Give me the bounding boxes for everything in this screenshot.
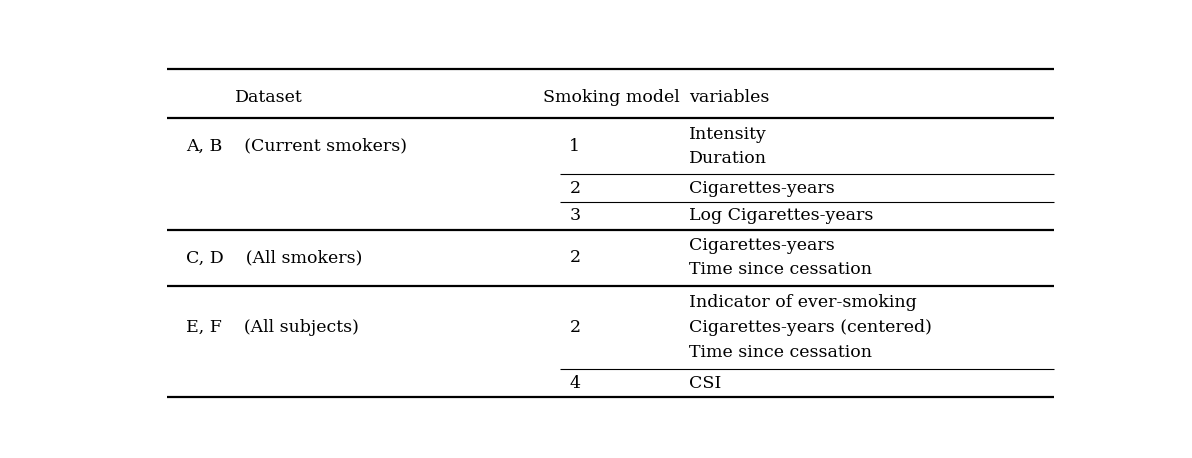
Text: 2: 2: [570, 319, 581, 336]
Text: Intensity: Intensity: [689, 125, 768, 143]
Text: CSI: CSI: [689, 375, 722, 392]
Text: A, B    (Current smokers): A, B (Current smokers): [186, 138, 406, 155]
Text: variables: variables: [689, 89, 770, 106]
Text: Smoking model: Smoking model: [542, 89, 679, 106]
Text: 2: 2: [570, 249, 581, 266]
Text: Cigarettes-years: Cigarettes-years: [689, 180, 836, 196]
Text: Log Cigarettes-years: Log Cigarettes-years: [689, 207, 874, 224]
Text: Time since cessation: Time since cessation: [689, 344, 873, 361]
Text: 1: 1: [570, 138, 581, 155]
Text: Time since cessation: Time since cessation: [689, 262, 873, 278]
Text: Dataset: Dataset: [235, 89, 303, 106]
Text: 3: 3: [570, 207, 581, 224]
Text: Cigarettes-years: Cigarettes-years: [689, 237, 836, 254]
Text: Indicator of ever-smoking: Indicator of ever-smoking: [689, 294, 917, 311]
Text: 2: 2: [570, 180, 581, 196]
Text: Cigarettes-years (centered): Cigarettes-years (centered): [689, 319, 932, 336]
Text: E, F    (All subjects): E, F (All subjects): [186, 319, 359, 336]
Text: Duration: Duration: [689, 150, 768, 167]
Text: C, D    (All smokers): C, D (All smokers): [186, 249, 362, 266]
Text: 4: 4: [570, 375, 581, 392]
